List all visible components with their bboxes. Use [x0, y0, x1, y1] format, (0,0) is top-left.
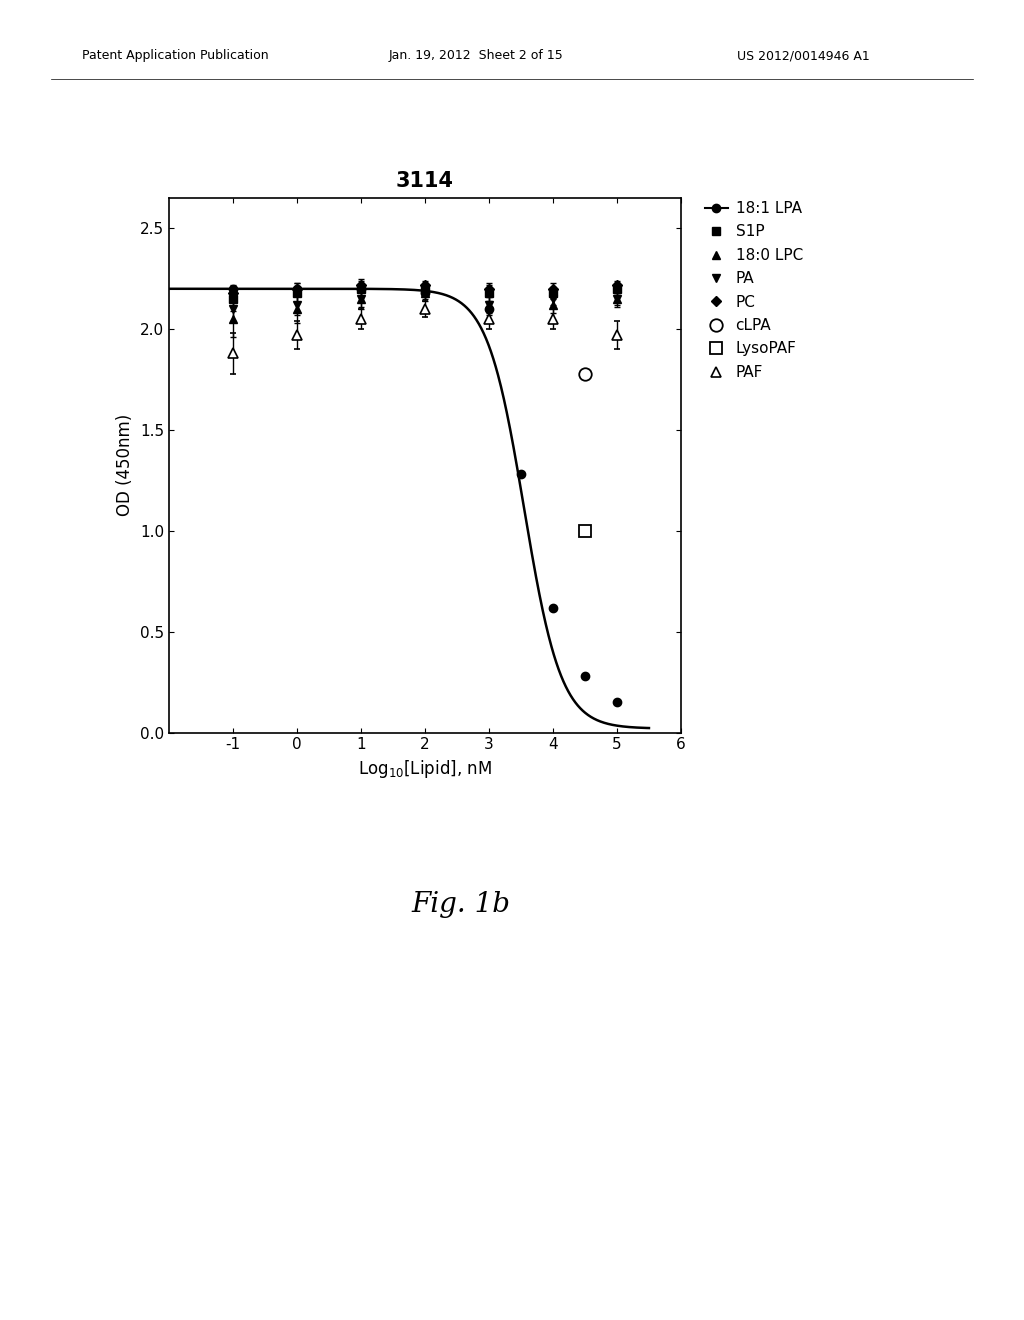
- Y-axis label: OD (450nm): OD (450nm): [117, 414, 134, 516]
- Line: 18:1 LPA: 18:1 LPA: [228, 285, 622, 706]
- 18:1 LPA: [291, 281, 303, 297]
- Title: 3114: 3114: [396, 170, 454, 191]
- X-axis label: Log$_{10}$[Lipid], nM: Log$_{10}$[Lipid], nM: [358, 758, 492, 780]
- 18:1 LPA: [515, 466, 527, 482]
- 18:1 LPA: [227, 281, 240, 297]
- 18:1 LPA: [483, 301, 496, 317]
- Legend: 18:1 LPA, S1P, 18:0 LPC, PA, PC, cLPA, LysoPAF, PAF: 18:1 LPA, S1P, 18:0 LPC, PA, PC, cLPA, L…: [698, 195, 809, 385]
- Text: Fig. 1b: Fig. 1b: [412, 891, 510, 917]
- Text: Jan. 19, 2012  Sheet 2 of 15: Jan. 19, 2012 Sheet 2 of 15: [389, 49, 564, 62]
- Text: US 2012/0014946 A1: US 2012/0014946 A1: [737, 49, 870, 62]
- 18:1 LPA: [419, 285, 431, 301]
- 18:1 LPA: [579, 668, 591, 684]
- 18:1 LPA: [547, 599, 559, 615]
- 18:1 LPA: [610, 694, 623, 710]
- Text: Patent Application Publication: Patent Application Publication: [82, 49, 268, 62]
- 18:1 LPA: [355, 281, 368, 297]
